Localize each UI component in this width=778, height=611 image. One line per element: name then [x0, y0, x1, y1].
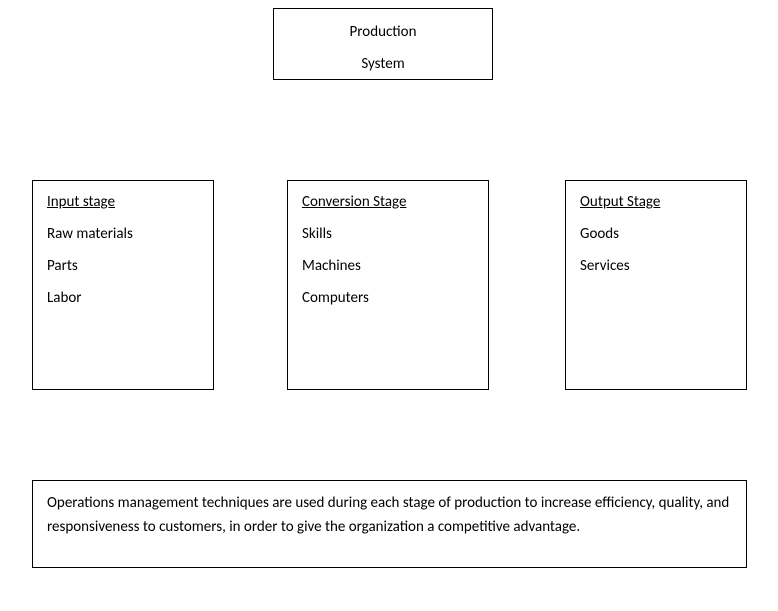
stage-item: Goods	[580, 225, 732, 243]
stage-heading: Input stage	[47, 193, 199, 211]
title-box: Production System	[273, 8, 493, 80]
stage-box-input: Input stage Raw materials Parts Labor	[32, 180, 214, 390]
stage-item: Raw materials	[47, 225, 199, 243]
stage-item: Services	[580, 257, 732, 275]
stage-item: Labor	[47, 289, 199, 307]
stage-box-output: Output Stage Goods Services	[565, 180, 747, 390]
stage-item: Computers	[302, 289, 474, 307]
stage-heading: Conversion Stage	[302, 193, 474, 211]
stage-heading: Output Stage	[580, 193, 732, 211]
footer-text: Operations management techniques are use…	[47, 491, 732, 539]
title-line-2: System	[274, 55, 492, 73]
stage-item: Machines	[302, 257, 474, 275]
stage-box-conversion: Conversion Stage Skills Machines Compute…	[287, 180, 489, 390]
footer-box: Operations management techniques are use…	[32, 480, 747, 568]
title-line-1: Production	[274, 23, 492, 41]
stage-item: Skills	[302, 225, 474, 243]
stage-item: Parts	[47, 257, 199, 275]
